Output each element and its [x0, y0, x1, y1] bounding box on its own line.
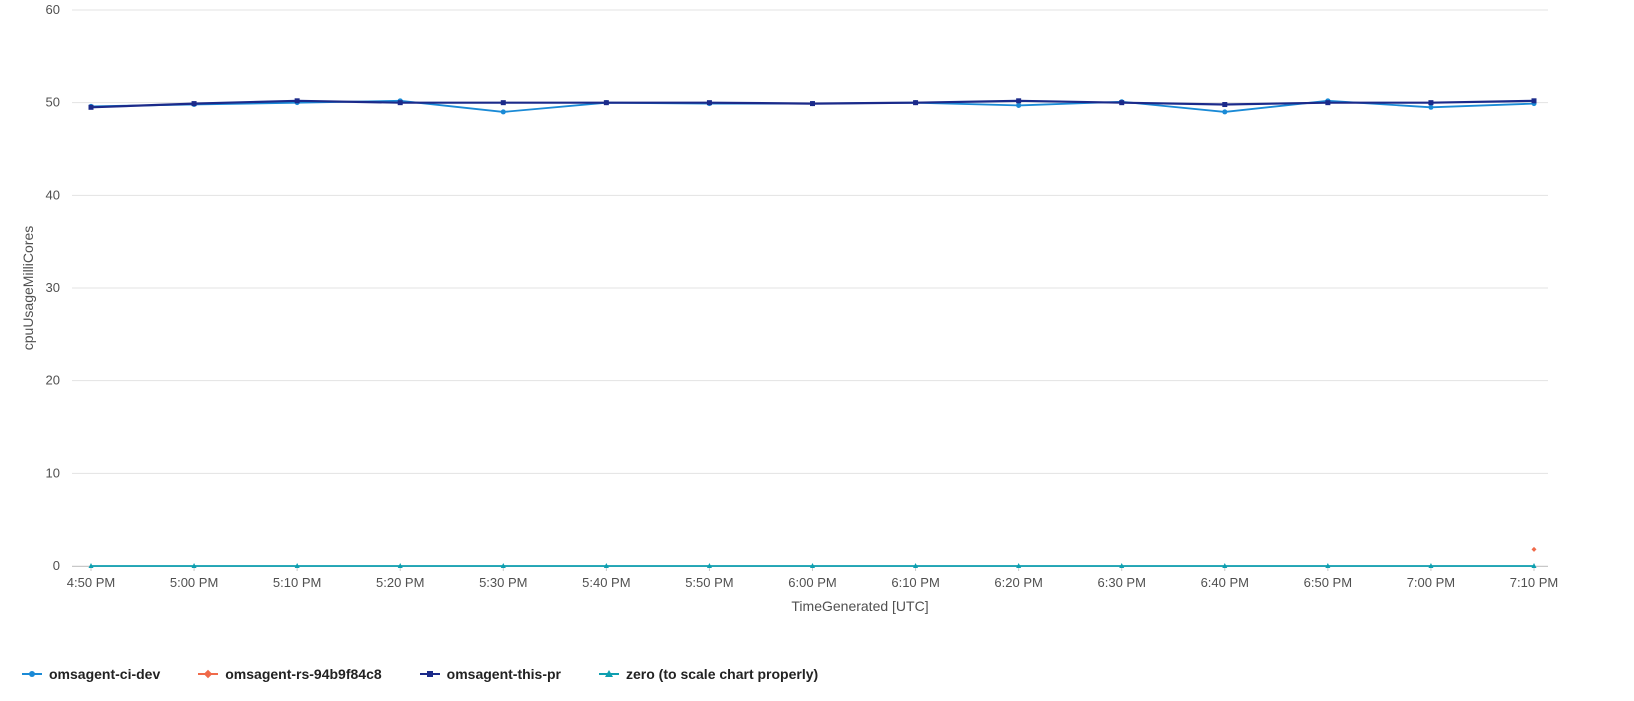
x-tick-label: 5:30 PM [479, 575, 527, 590]
x-tick-label: 5:10 PM [273, 575, 321, 590]
legend-label: zero (to scale chart properly) [626, 666, 818, 682]
x-tick-label: 6:40 PM [1201, 575, 1249, 590]
x-tick-label: 4:50 PM [67, 575, 115, 590]
y-tick-label: 40 [46, 187, 60, 202]
data-point-omsagent-this-pr [913, 100, 918, 105]
data-point-omsagent-this-pr [810, 101, 815, 106]
x-tick-label: 6:30 PM [1098, 575, 1146, 590]
legend-swatch-circle-icon [22, 668, 42, 680]
legend-label: omsagent-this-pr [447, 666, 561, 682]
line-chart: 0 10 20 30 40 50 60 4:50 PM 5:00 PM 5:10 PM 5:20 P… [0, 0, 1634, 660]
data-point-omsagent-this-pr [604, 100, 609, 105]
data-point-omsagent-this-pr [1016, 98, 1021, 103]
data-point-omsagent-this-pr [707, 100, 712, 105]
data-point-omsagent-ci-dev [1222, 109, 1227, 114]
data-point-omsagent-ci-dev [1016, 103, 1021, 108]
legend-label: omsagent-ci-dev [49, 666, 160, 682]
data-point-omsagent-this-pr [398, 100, 403, 105]
data-point-omsagent-this-pr [1325, 100, 1330, 105]
legend-swatch-square-icon [420, 668, 440, 680]
data-point-omsagent-this-pr [1532, 98, 1537, 103]
x-tick-label: 7:00 PM [1407, 575, 1455, 590]
y-tick-label: 30 [46, 280, 60, 295]
data-point-omsagent-rs-94b9f84c8 [1532, 547, 1537, 552]
data-point-omsagent-this-pr [89, 105, 94, 110]
x-tick-label: 6:50 PM [1304, 575, 1352, 590]
data-point-omsagent-this-pr [295, 98, 300, 103]
legend-item-omsagent-ci-dev[interactable]: omsagent-ci-dev [22, 666, 160, 682]
data-point-omsagent-this-pr [1119, 100, 1124, 105]
x-tick-label: 6:00 PM [788, 575, 836, 590]
legend-label: omsagent-rs-94b9f84c8 [225, 666, 381, 682]
data-point-omsagent-this-pr [501, 100, 506, 105]
data-point-omsagent-this-pr [192, 101, 197, 106]
data-point-omsagent-this-pr [1428, 100, 1433, 105]
legend-item-zero[interactable]: zero (to scale chart properly) [599, 666, 818, 682]
x-tick-label: 6:20 PM [994, 575, 1042, 590]
legend: omsagent-ci-dev omsagent-rs-94b9f84c8 om… [22, 666, 856, 682]
data-point-omsagent-ci-dev [501, 109, 506, 114]
x-tick-label: 5:00 PM [170, 575, 218, 590]
y-tick-label: 0 [53, 558, 60, 573]
y-axis-title: cpuUsageMilliCores [20, 226, 36, 351]
y-tick-label: 10 [46, 465, 60, 480]
x-tick-label: 6:10 PM [891, 575, 939, 590]
legend-item-omsagent-rs[interactable]: omsagent-rs-94b9f84c8 [198, 666, 381, 682]
legend-item-omsagent-this-pr[interactable]: omsagent-this-pr [420, 666, 561, 682]
y-tick-label: 60 [46, 2, 60, 17]
x-tick-label: 5:20 PM [376, 575, 424, 590]
data-point-omsagent-this-pr [1222, 102, 1227, 107]
legend-swatch-triangle-icon [599, 668, 619, 680]
x-tick-label: 7:10 PM [1510, 575, 1558, 590]
x-tick-label: 5:40 PM [582, 575, 630, 590]
data-point-omsagent-ci-dev [1428, 105, 1433, 110]
x-axis-title: TimeGenerated [UTC] [791, 598, 928, 614]
y-tick-label: 20 [46, 373, 60, 388]
legend-swatch-diamond-icon [198, 668, 218, 680]
y-tick-label: 50 [46, 95, 60, 110]
x-tick-label: 5:50 PM [685, 575, 733, 590]
